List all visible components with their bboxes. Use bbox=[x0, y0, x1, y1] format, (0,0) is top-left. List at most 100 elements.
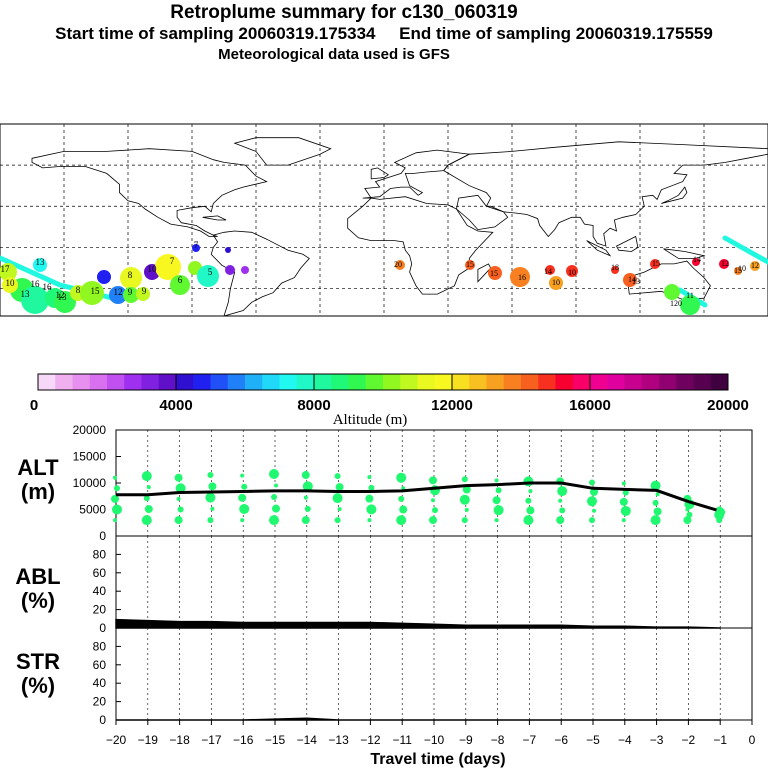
cluster-label: 12 bbox=[751, 261, 759, 270]
plume-cluster bbox=[197, 265, 219, 287]
plume-cluster bbox=[54, 291, 76, 313]
release-point bbox=[716, 507, 725, 516]
altitude-cluster-dot bbox=[587, 496, 597, 507]
altitude-cluster-dot bbox=[301, 516, 310, 525]
colorbar-swatch bbox=[107, 374, 125, 390]
altitude-cluster-dot bbox=[528, 489, 533, 494]
altitude-cluster-dot bbox=[112, 504, 122, 515]
colorbar-swatch bbox=[158, 374, 177, 390]
colorbar-swatch bbox=[245, 374, 263, 390]
altitude-cluster-dot bbox=[461, 476, 468, 483]
cluster-label: 7 bbox=[170, 256, 175, 266]
x-tick-label: −13 bbox=[328, 733, 349, 747]
altitude-cluster-dot bbox=[683, 516, 692, 525]
plume-cluster bbox=[97, 270, 111, 284]
plume-cluster bbox=[750, 261, 760, 271]
altitude-cluster-dot bbox=[592, 508, 596, 513]
colorbar-swatch bbox=[279, 374, 298, 390]
colorbar-swatch bbox=[365, 374, 384, 390]
colorbar-tick-label: 8000 bbox=[297, 397, 330, 414]
coastline bbox=[586, 240, 612, 257]
str-area bbox=[116, 717, 721, 721]
altitude-cluster-dot bbox=[207, 472, 214, 479]
colorbar-swatch bbox=[227, 374, 246, 390]
altitude-cluster-dot bbox=[141, 515, 152, 526]
altitude-cluster-dot bbox=[619, 497, 628, 506]
cluster-label: 14 bbox=[628, 275, 636, 284]
met-data-note: Meteorological data used is GFS bbox=[218, 46, 450, 63]
altitude-cluster-dot bbox=[368, 484, 375, 491]
x-tick-label: 0 bbox=[749, 733, 756, 747]
altitude-cluster-dot bbox=[495, 487, 502, 494]
alt-label: ALT bbox=[17, 455, 59, 480]
plume-cluster bbox=[33, 258, 47, 272]
altitude-cluster-dot bbox=[523, 476, 534, 487]
colorbar-swatch bbox=[607, 374, 625, 390]
x-tick-label: −2 bbox=[682, 733, 696, 747]
x-tick-label: −4 bbox=[618, 733, 632, 747]
plume-cluster bbox=[0, 263, 17, 281]
altitude-cluster-dot bbox=[589, 517, 595, 524]
colorbar-swatch bbox=[469, 374, 487, 390]
cluster-label: 15 bbox=[91, 286, 101, 296]
altitude-cluster-dot bbox=[523, 515, 534, 526]
colorbar-swatch bbox=[176, 374, 194, 390]
cluster-label: 7 bbox=[194, 240, 199, 250]
str-unit: (%) bbox=[20, 673, 56, 698]
altitude-cluster-dot bbox=[464, 507, 469, 512]
altitude-cluster-dot bbox=[175, 483, 186, 494]
cluster-label: 12 bbox=[56, 290, 65, 300]
altitude-cluster-dot bbox=[620, 505, 631, 516]
coastline bbox=[661, 186, 688, 204]
plume-ribbon bbox=[722, 235, 768, 265]
plume-cluster bbox=[734, 267, 742, 275]
coastline bbox=[615, 235, 639, 252]
altitude-cluster-dot bbox=[174, 516, 183, 525]
y-tick-label: 60 bbox=[93, 658, 107, 672]
y-tick-label: 80 bbox=[93, 639, 107, 653]
plume-cluster bbox=[664, 284, 680, 300]
colorbar-swatch bbox=[72, 374, 91, 390]
chart-title: Retroplume summary for c130_060319 bbox=[170, 2, 518, 23]
altitude-cluster-dot bbox=[494, 518, 499, 523]
colorbar-swatch bbox=[555, 374, 574, 390]
altitude-cluster-dot bbox=[492, 496, 501, 505]
cluster-label: 120 bbox=[670, 299, 682, 308]
altitude-cluster-dot bbox=[653, 507, 662, 516]
y-tick-label: 60 bbox=[93, 566, 107, 580]
cluster-label: 13 bbox=[58, 292, 68, 302]
coastline bbox=[443, 141, 768, 247]
plume-cluster bbox=[623, 273, 637, 287]
abl-area bbox=[115, 618, 721, 629]
altitude-cluster-dot bbox=[207, 517, 214, 524]
plume-cluster bbox=[2, 277, 18, 293]
altitude-cluster-dot bbox=[269, 468, 279, 479]
altitude-cluster-dot bbox=[205, 492, 216, 503]
altitude-cluster-dot bbox=[269, 515, 279, 526]
plume-cluster bbox=[650, 259, 660, 269]
y-tick-label: 80 bbox=[93, 547, 107, 561]
cluster-label: 13 bbox=[21, 289, 31, 299]
altitude-cluster-dot bbox=[396, 515, 407, 526]
plume-cluster bbox=[692, 258, 700, 266]
altitude-cluster-dot bbox=[396, 472, 407, 483]
altitude-cluster-dot bbox=[240, 473, 245, 478]
alt-unit: (m) bbox=[20, 479, 56, 504]
colorbar-swatch bbox=[590, 374, 608, 390]
cluster-label: 20 bbox=[394, 260, 402, 269]
colorbar-swatch bbox=[710, 374, 729, 390]
y-tick-label: 20 bbox=[93, 695, 107, 709]
y-tick-label: 0 bbox=[99, 529, 106, 543]
abl-panel: 0 20 40 60 80 bbox=[93, 535, 753, 635]
str-panel: 0 20 40 60 80 bbox=[93, 627, 753, 727]
altitude-colorbar: 0 4000 8000 12000 16000 20000 Altitude (m) bbox=[30, 373, 749, 428]
altitude-cluster-dot bbox=[241, 483, 248, 490]
coastline bbox=[663, 248, 706, 259]
colorbar-tick-label: 4000 bbox=[159, 397, 192, 414]
altitude-cluster-dot bbox=[365, 494, 374, 503]
colorbar-swatch bbox=[641, 374, 660, 390]
altitude-cluster-dot bbox=[176, 496, 181, 501]
altitude-cluster-dot bbox=[652, 499, 659, 506]
plume-cluster bbox=[549, 276, 563, 290]
